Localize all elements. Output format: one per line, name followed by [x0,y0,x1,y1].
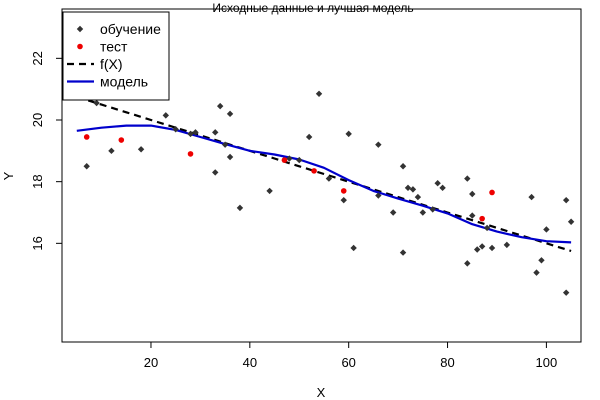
test-point [340,188,347,194]
train-point [325,175,333,182]
train-point [399,163,407,170]
train-point [162,112,169,119]
train-point [221,141,229,148]
train-point [503,241,511,249]
train-point [483,224,491,232]
y-tick-label: 20 [30,113,45,127]
test-point [311,168,317,174]
train-point [533,269,540,276]
y-axis-label: Y [1,171,16,180]
test-point [118,137,125,143]
train-point [286,155,293,162]
train-point [340,196,347,204]
train-point [389,209,397,216]
train-point [538,257,545,264]
train-point [305,133,313,141]
legend-label: модель [100,74,148,90]
train-point [375,141,382,148]
x-axis-label: X [317,385,326,400]
train-point [488,244,496,252]
train-point [172,126,179,133]
x-tick-label: 60 [341,355,355,370]
train-point [192,129,199,136]
train-point [345,130,352,138]
train-point [429,206,436,213]
train-point [464,260,471,267]
train-point [212,129,219,136]
train-point [212,169,219,176]
plot-layer [76,90,575,296]
train-point [226,110,234,118]
train-point [464,175,471,182]
train-point [409,186,417,193]
series-line-fx [76,95,572,253]
train-point [83,163,90,170]
legend-label: обучение [100,21,161,37]
train-point [375,192,382,199]
chart-title: Исходные данные и лучшая модель [212,1,413,15]
train-point [543,226,550,233]
test-point [489,189,495,196]
y-axis: 16 18 20 22 [30,51,62,251]
train-point [469,212,476,219]
legend-marker-test [77,43,83,50]
test-point [281,157,288,163]
train-point [108,147,115,155]
x-tick-label: 100 [536,355,558,370]
train-point [226,153,234,161]
train-point [439,184,446,192]
test-point [83,134,90,140]
train-point [562,289,570,296]
train-point [567,218,575,225]
train-point [414,193,422,201]
plot-frame [61,8,582,343]
train-point [478,243,486,250]
train-point [419,209,427,216]
x-tick-label: 40 [243,355,257,370]
train-point [434,180,441,187]
train-point [137,146,145,153]
train-point [528,193,535,201]
legend-marker-train [76,25,84,33]
x-tick-label: 20 [144,355,158,370]
y-tick-label: 16 [30,236,45,250]
y-tick-label: 18 [30,174,45,188]
train-point [350,244,357,252]
train-point [187,130,194,138]
train-point [93,99,100,107]
train-point [315,90,323,97]
legend-label: f(X) [100,56,123,72]
series-line-model [76,124,572,244]
test-point [479,215,485,222]
train-point [562,196,570,204]
x-axis: 20 40 60 80 100 [144,342,558,370]
train-point [236,204,244,212]
train-point [216,102,224,110]
train-point [399,249,407,256]
train-point [296,156,303,164]
legend-label: тест [100,39,128,55]
train-point [474,246,481,253]
train-point [469,190,476,198]
y-tick-label: 22 [30,51,45,65]
x-tick-label: 80 [440,355,454,370]
test-point [187,151,194,157]
train-point [266,187,273,195]
train-point [404,184,412,192]
